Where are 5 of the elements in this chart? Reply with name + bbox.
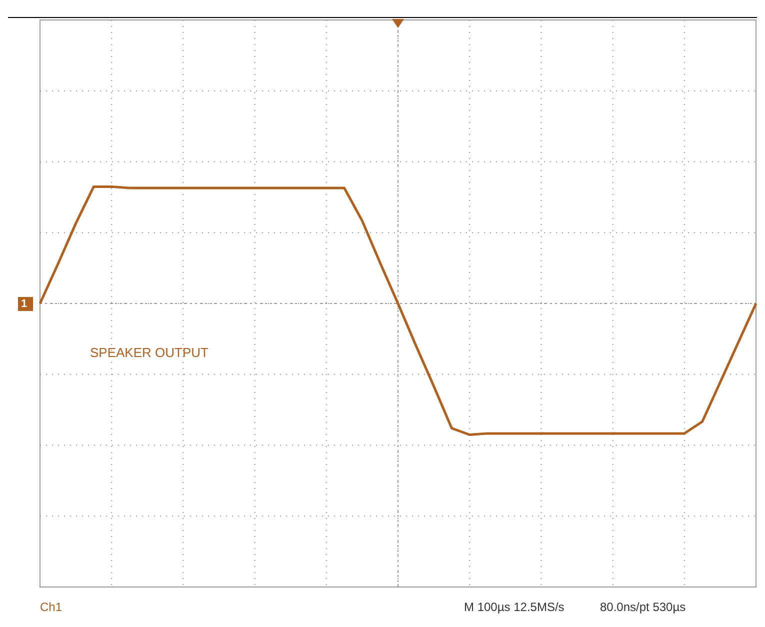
text: Ch1 — [40, 600, 62, 614]
text: M 100µs 12.5MS/s — [464, 600, 564, 614]
text: 1 — [18, 296, 34, 310]
annotation: SPEAKER OUTPUT — [90, 345, 208, 360]
text: 80.0ns/pt 530µs — [600, 600, 686, 614]
